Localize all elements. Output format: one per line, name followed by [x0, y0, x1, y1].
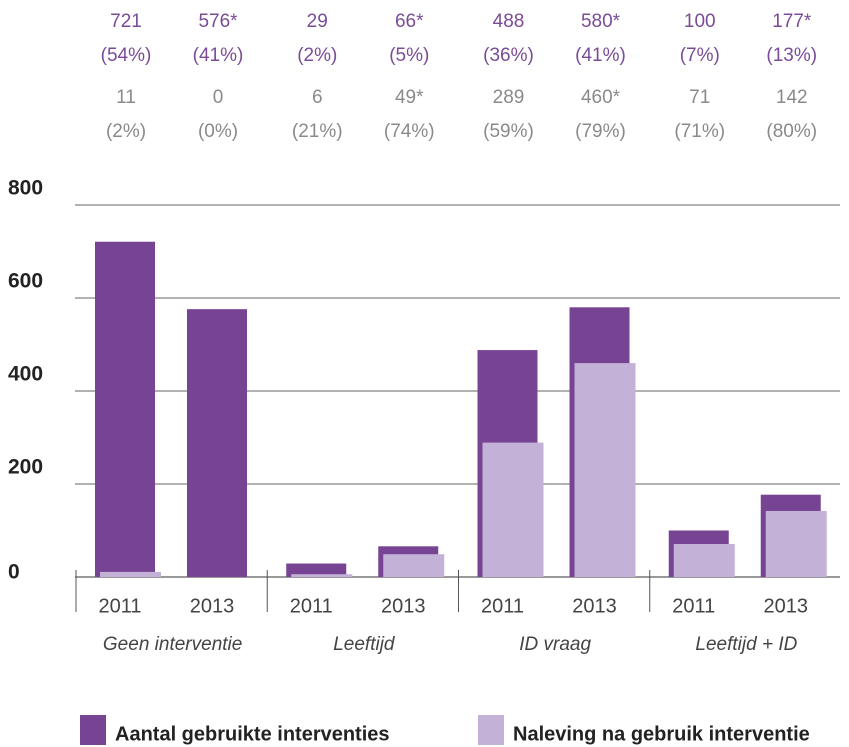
- share-label: (74%): [384, 121, 435, 142]
- bar: [482, 442, 544, 577]
- bar: [187, 309, 247, 577]
- bar: [291, 574, 353, 577]
- value-label: 177*: [772, 11, 812, 32]
- share-label: (80%): [766, 121, 817, 142]
- value-label: 100: [684, 11, 716, 32]
- value-label: 6: [312, 87, 323, 108]
- y-tick-label: 400: [8, 363, 43, 386]
- x-tick-label: 2011: [672, 595, 715, 617]
- legend-label: Aantal gebruikte interventies: [115, 723, 390, 745]
- x-tick-label: 2011: [290, 595, 333, 617]
- group-label: Leeftijd: [333, 634, 396, 655]
- y-tick-label: 600: [8, 270, 43, 293]
- value-label: 289: [493, 87, 525, 108]
- share-label: (5%): [389, 45, 429, 66]
- share-label: (79%): [575, 121, 626, 142]
- share-label: (71%): [674, 121, 725, 142]
- share-label: (0%): [198, 121, 238, 142]
- share-label: (21%): [292, 121, 343, 142]
- value-label: 0: [213, 87, 224, 108]
- share-label: (2%): [297, 45, 337, 66]
- share-label: (2%): [106, 121, 146, 142]
- x-tick-label: 2013: [381, 595, 426, 617]
- value-label: 49*: [395, 87, 424, 108]
- share-label: (7%): [680, 45, 720, 66]
- share-label: (13%): [766, 45, 817, 66]
- value-label: 721: [110, 11, 142, 32]
- y-tick-label: 0: [8, 561, 20, 584]
- bar: [574, 363, 636, 577]
- x-tick-label: 2013: [572, 595, 617, 617]
- value-label: 29: [307, 11, 328, 32]
- bar: [765, 510, 827, 577]
- value-label: 580*: [581, 11, 621, 32]
- share-label: (41%): [193, 45, 244, 66]
- value-label: 460*: [581, 87, 621, 108]
- value-label: 142: [776, 87, 808, 108]
- value-label: 488: [493, 11, 525, 32]
- legend-swatch: [478, 715, 504, 745]
- y-tick-label: 200: [8, 456, 43, 479]
- value-label: 11: [116, 87, 136, 108]
- x-tick-label: 2011: [98, 595, 141, 617]
- bar: [95, 241, 155, 578]
- value-label: 71: [689, 87, 710, 108]
- group-label: Geen interventie: [103, 634, 242, 655]
- y-tick-label: 800: [8, 177, 43, 200]
- bar: [673, 543, 735, 577]
- share-label: (36%): [483, 45, 534, 66]
- x-tick-label: 2013: [764, 595, 809, 617]
- bar: [383, 554, 445, 577]
- group-label: Leeftijd + ID: [695, 634, 797, 655]
- share-label: (41%): [575, 45, 626, 66]
- x-tick-label: 2011: [481, 595, 524, 617]
- bar: [100, 571, 161, 577]
- legend-swatch: [80, 715, 106, 745]
- value-label: 66*: [395, 11, 424, 32]
- value-label: 576*: [198, 11, 238, 32]
- legend-label: Naleving na gebruik interventie: [513, 723, 810, 745]
- share-label: (59%): [483, 121, 534, 142]
- group-label: ID vraag: [519, 634, 591, 655]
- x-tick-label: 2013: [190, 595, 235, 617]
- bar: [286, 563, 347, 577]
- share-label: (54%): [101, 45, 152, 66]
